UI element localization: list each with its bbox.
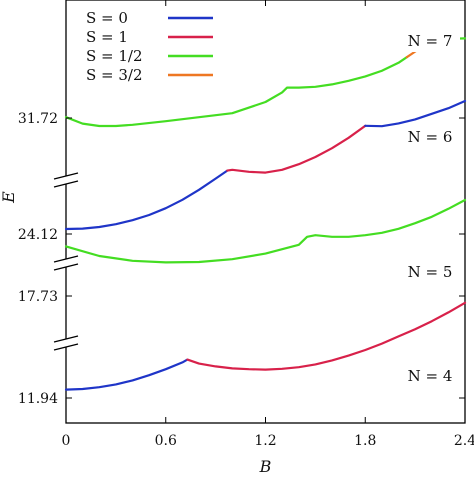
y-tick-label: 11.94 (18, 391, 58, 407)
x-tick-label: 0.6 (155, 433, 177, 449)
axis-break-mark (53, 335, 79, 351)
legend-entry: S = 0 (86, 9, 213, 27)
panel-label-bg (402, 263, 460, 283)
series-segment (64, 358, 189, 391)
legend-entry: S = 3/2 (86, 66, 213, 84)
panel-label: N = 4 (408, 367, 453, 385)
legend-label: S = 1 (86, 28, 128, 46)
panel-label-bg (402, 367, 460, 387)
series-segment (64, 169, 229, 231)
axis-break-mark (53, 172, 79, 188)
x-tick-label: 1.8 (354, 433, 376, 449)
panel-label-bg (402, 32, 460, 52)
legend-entry: S = 1 (86, 28, 213, 46)
legend-entry: S = 1/2 (86, 47, 213, 65)
series-segment (64, 56, 408, 128)
legend-label: S = 0 (86, 9, 128, 27)
y-tick-label: 17.73 (18, 289, 58, 305)
series-segment (226, 124, 367, 174)
panel-label: N = 5 (408, 263, 453, 281)
x-tick-label: 1.2 (254, 433, 276, 449)
series-segment (64, 198, 467, 264)
x-tick-label: 2.4 (454, 433, 474, 449)
panel-1 (64, 301, 467, 391)
panel-label: N = 6 (408, 128, 453, 146)
y-tick-label: 24.12 (18, 227, 58, 243)
y-tick-label: 31.72 (18, 111, 58, 127)
panel-3 (64, 99, 467, 231)
panel-label-bg (402, 128, 460, 148)
axis-break-mark (53, 255, 79, 271)
panel-2 (64, 198, 467, 264)
legend-label: S = 3/2 (86, 66, 143, 84)
panel-labels: N = 4 N = 5 N = 6 N = 7 (402, 32, 460, 387)
y-axis-label: E (0, 191, 18, 204)
legend: S = 0S = 1S = 1/2S = 3/2 (86, 9, 213, 84)
series-layer (64, 37, 467, 391)
series-segment (186, 301, 467, 371)
series-segment (364, 99, 467, 128)
x-tick-label: 0 (62, 433, 71, 449)
panel-label: N = 7 (408, 32, 453, 50)
x-axis-label: B (259, 457, 272, 476)
legend-label: S = 1/2 (86, 47, 143, 65)
